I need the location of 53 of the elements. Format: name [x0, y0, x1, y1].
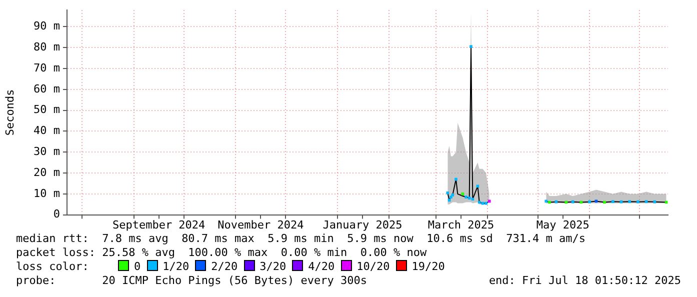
y-axis-title: Seconds [3, 89, 16, 136]
point [544, 200, 548, 203]
point [471, 198, 474, 201]
legend-title: loss color: [16, 260, 90, 274]
legend-label: 0 [134, 260, 141, 274]
point [571, 200, 574, 204]
y-tick-label: 0 [53, 208, 60, 221]
point [468, 196, 471, 200]
legend-label: 1/20 [162, 260, 190, 274]
point [548, 200, 551, 204]
legend-label: 19/20 [412, 260, 445, 274]
y-tick-label: 60 m [34, 82, 60, 96]
point [461, 192, 464, 196]
point [488, 200, 491, 203]
x-tick-label: September 2024 [112, 218, 206, 232]
point [611, 200, 614, 204]
x-tick-label: January 2025 [322, 218, 402, 232]
point [478, 200, 481, 204]
point [451, 194, 454, 196]
point [644, 200, 648, 204]
point [636, 200, 640, 204]
text: probe: 20 ICMP Echo Pings (56 Bytes) every 300s [16, 274, 367, 288]
y-tick-label: 30 m [34, 144, 60, 158]
point [628, 200, 632, 204]
y-tick-label: 80 m [34, 40, 60, 54]
y-tick-label: 20 m [34, 166, 60, 179]
x-tick-label: November 2024 [218, 218, 304, 232]
point [564, 200, 568, 204]
y-tick-label: 10 m [34, 186, 60, 200]
point [446, 191, 450, 194]
point [554, 200, 558, 204]
point [653, 200, 656, 204]
y-tick-label: 50 m [34, 103, 60, 116]
y-tick-label: 40 m [34, 124, 60, 138]
y-tick-label: 90 m [34, 20, 60, 33]
point [450, 196, 452, 198]
legend-label: 3/20 [260, 260, 286, 274]
point [588, 200, 591, 204]
legend-label: 10/20 [356, 260, 390, 274]
x-tick-label: May 2025 [536, 218, 590, 232]
legend-label: 4/20 [308, 260, 335, 274]
point [484, 202, 488, 205]
x-tick-label: March 2025 [428, 218, 494, 232]
y-tick-label: 70 m [34, 61, 60, 74]
text: end: Fri Jul 18 01:50:12 2025 [488, 274, 681, 288]
point [603, 200, 606, 204]
legend-label: 2/20 [211, 260, 238, 274]
point [464, 196, 468, 198]
point [470, 45, 472, 48]
point [454, 178, 458, 181]
point [620, 200, 623, 204]
text: packet loss: 25.58 % avg 100.00 % max 0.00 % min 0.00 % now [16, 246, 428, 260]
text: median rtt: 7.8 ms avg 80.7 ms max 5.9 ms min 5.9 ms now 10.6 ms sd 731.4 m am/s [16, 232, 587, 246]
